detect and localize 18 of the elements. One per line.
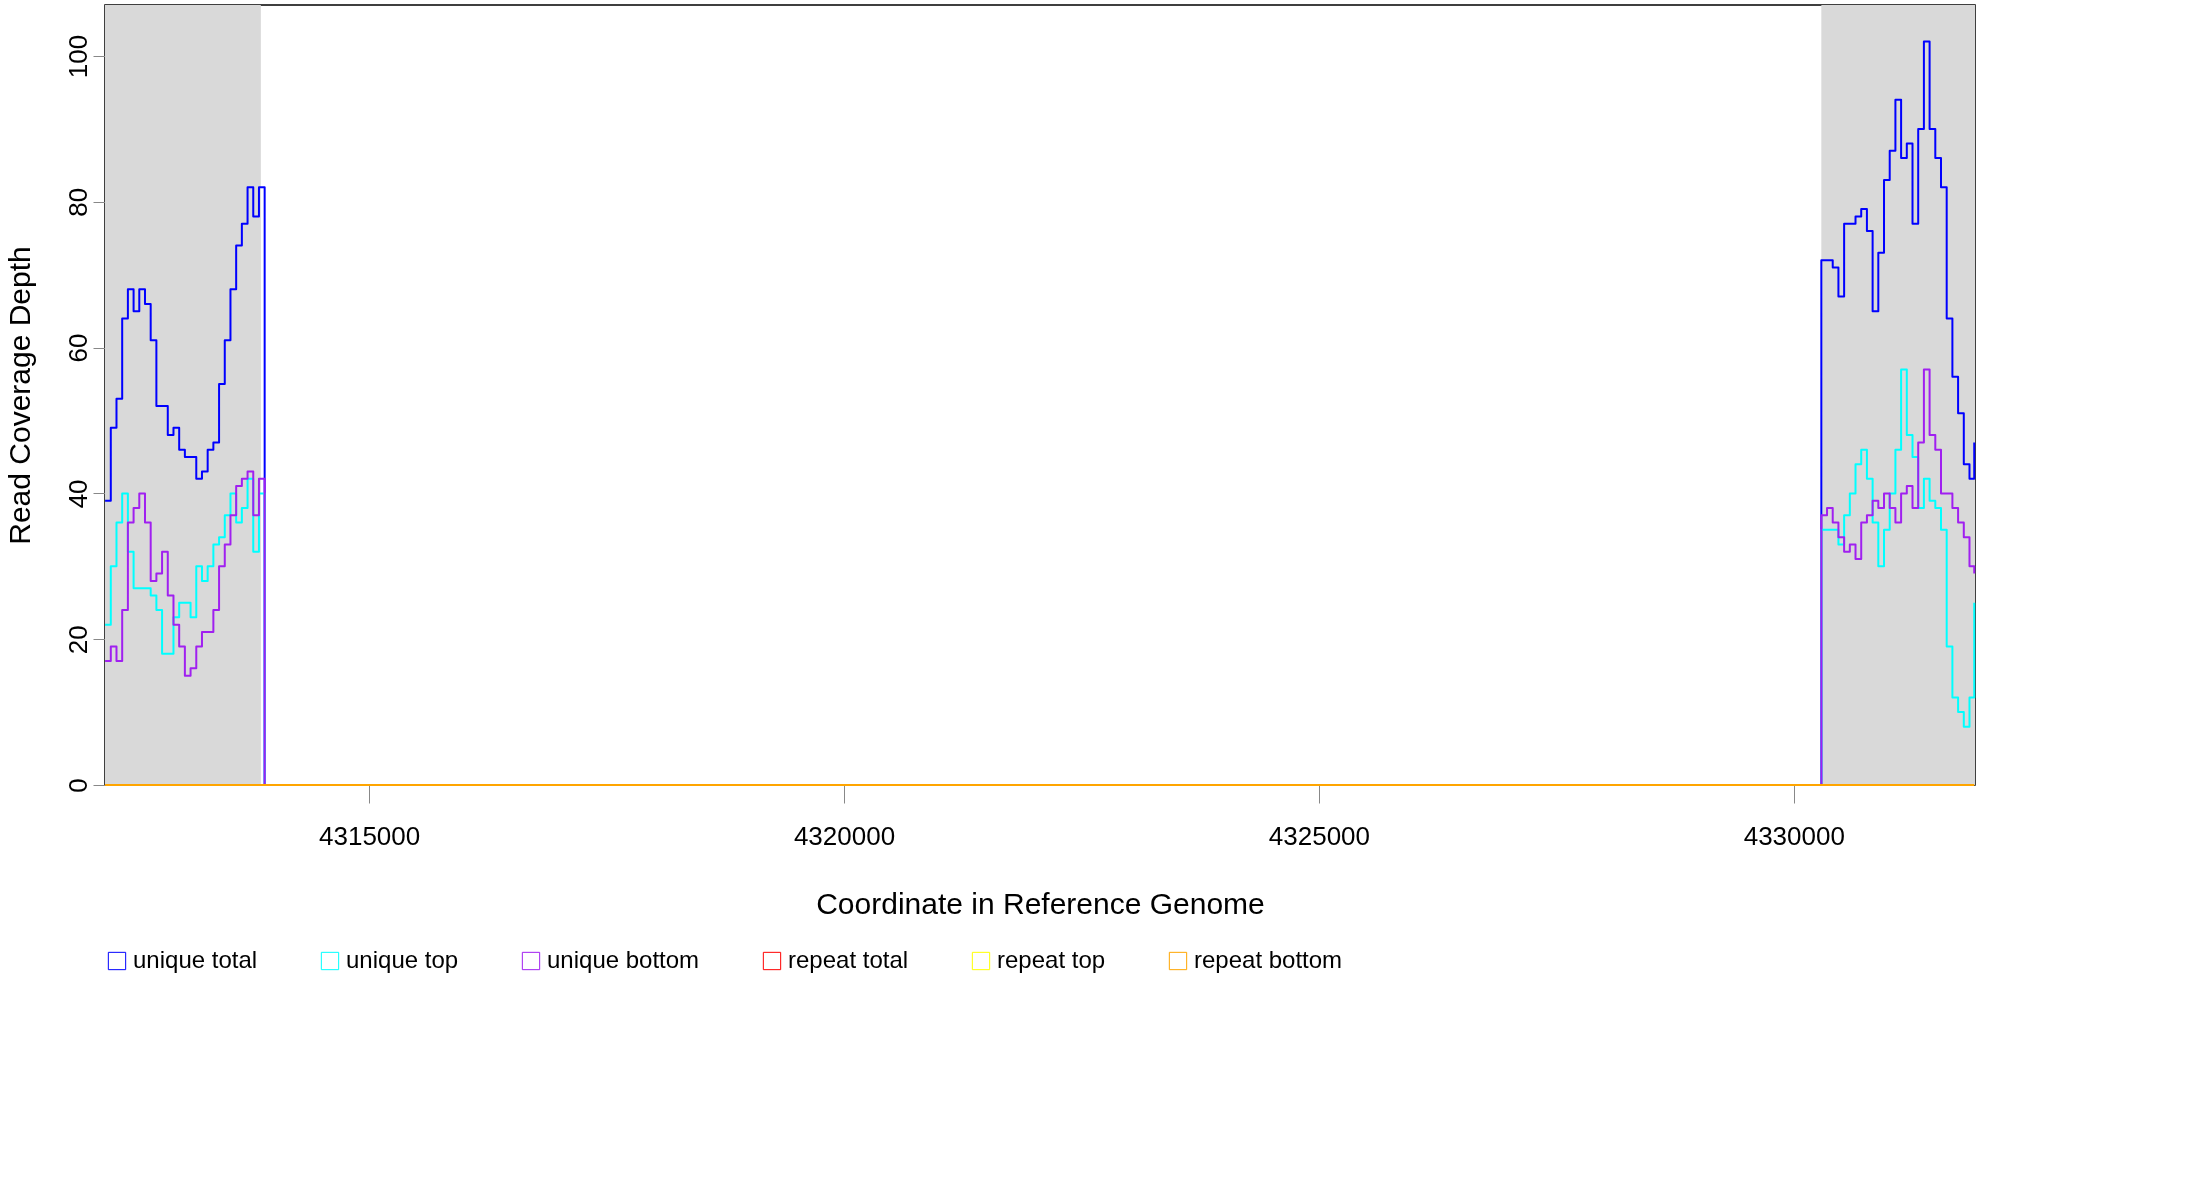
y-tick-label: 80 (62, 187, 93, 217)
y-tick-label: 20 (62, 625, 93, 655)
legend-label: unique total (133, 946, 258, 973)
legend-label: repeat bottom (1194, 946, 1343, 973)
legend-label: repeat top (997, 946, 1106, 973)
y-axis-title: Read Coverage Depth (2, 246, 36, 545)
y-tick-label: 40 (62, 479, 93, 509)
legend-label: repeat total (788, 946, 909, 973)
y-tick-label: 60 (62, 333, 93, 363)
legend-label: unique top (346, 946, 459, 973)
x-tick-label: 4330000 (1743, 820, 1845, 851)
y-tick-label: 0 (62, 778, 93, 793)
x-axis-title: Coordinate in Reference Genome (816, 886, 1265, 920)
x-tick-label: 4325000 (1268, 820, 1371, 851)
x-tick-label: 4320000 (793, 820, 896, 851)
x-tick-label: 4315000 (319, 820, 421, 851)
y-tick-label: 100 (62, 34, 93, 79)
legend-label: unique bottom (547, 946, 700, 973)
